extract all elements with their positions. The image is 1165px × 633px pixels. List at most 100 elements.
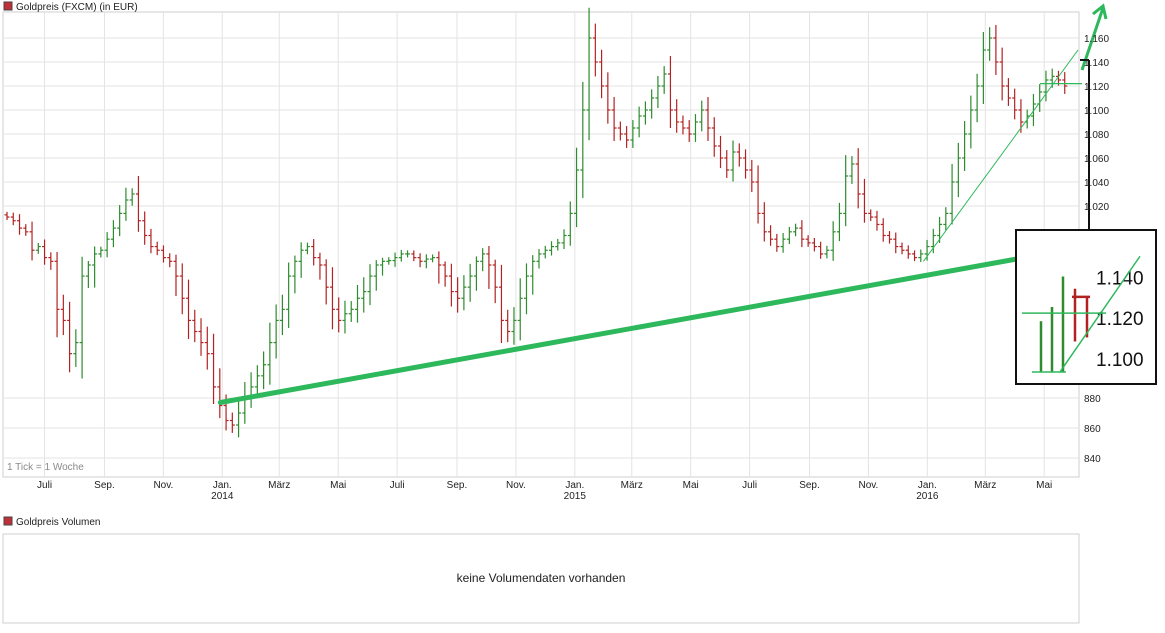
- ohlc-bar: [943, 207, 949, 231]
- zoom-y-tick-label: 1.140: [1096, 269, 1144, 290]
- ohlc-bar: [811, 238, 817, 252]
- ohlc-bar: [361, 277, 367, 313]
- ohlc-bar: [918, 249, 924, 263]
- ohlc-bar: [699, 100, 705, 132]
- price-panel: [2, 11, 1080, 478]
- ohlc-bar: [261, 351, 267, 390]
- ohlc-bar: [636, 106, 642, 138]
- ohlc-bar: [761, 202, 767, 242]
- x-tick-label: Jan.: [213, 480, 232, 491]
- ohlc-bar: [442, 261, 448, 287]
- ohlc-bar: [42, 239, 48, 265]
- ohlc-bar: [505, 309, 511, 343]
- ohlc-bar: [461, 275, 467, 311]
- ohlc-bar: [624, 126, 630, 148]
- y-tick-label: 1.060: [1084, 154, 1109, 165]
- ohlc-bar: [85, 261, 91, 289]
- y-tick-label: 1.120: [1084, 82, 1109, 93]
- ohlc-bar: [286, 262, 292, 328]
- x-tick-label: März: [974, 480, 996, 491]
- x-tick-label: Mai: [1036, 480, 1052, 491]
- ohlc-bar: [555, 238, 561, 251]
- y-tick-label: 1.080: [1084, 130, 1109, 141]
- ohlc-bar: [79, 256, 85, 379]
- ohlc-bar: [110, 220, 116, 248]
- y-tick-label: 860: [1084, 424, 1101, 435]
- ohlc-bar: [236, 400, 242, 438]
- ohlc-bar: [824, 245, 830, 259]
- y-tick-label: 840: [1084, 454, 1101, 465]
- ohlc-bar: [92, 246, 98, 288]
- ohlc-bar: [123, 187, 129, 221]
- ohlc-bar: [667, 56, 673, 128]
- x-tick-label: Jan.: [918, 480, 937, 491]
- ohlc-bar: [104, 232, 110, 258]
- ohlc-bar: [730, 140, 736, 182]
- x-tick-label: Mai: [330, 480, 346, 491]
- ohlc-bar: [354, 284, 360, 323]
- ohlc-bar: [254, 365, 260, 398]
- ohlc-bar: [48, 252, 54, 270]
- ohlc-bar: [999, 47, 1005, 101]
- ohlc-bar: [874, 210, 880, 231]
- volume-legend-swatch: [3, 516, 13, 526]
- ohlc-bar: [204, 326, 210, 370]
- ohlc-bar: [342, 300, 348, 334]
- ohlc-bar: [836, 202, 842, 242]
- ohlc-bar: [198, 318, 204, 356]
- ohlc-bar: [192, 309, 198, 343]
- zoom-y-tick-label: 1.120: [1096, 309, 1144, 330]
- ohlc-bar: [868, 209, 874, 222]
- ohlc-bar: [905, 245, 911, 259]
- ohlc-bar: [160, 245, 166, 263]
- ohlc-bar: [592, 23, 598, 77]
- ohlc-bar: [574, 147, 580, 228]
- ohlc-bar: [273, 304, 279, 359]
- x-tick-label: Sep.: [94, 480, 115, 491]
- ohlc-bar: [67, 301, 73, 373]
- price-legend-swatch: [3, 1, 13, 11]
- ohlc-bar: [148, 228, 154, 254]
- ohlc-bar: [649, 89, 655, 119]
- ohlc-bar: [661, 66, 667, 94]
- x-tick-year: 2015: [564, 491, 587, 502]
- ohlc-bar: [167, 253, 173, 268]
- volume-empty-message: keine Volumendaten vorhanden: [457, 571, 626, 585]
- ohlc-bar: [411, 250, 417, 262]
- ohlc-bar: [530, 255, 536, 295]
- ohlc-bar: [617, 121, 623, 141]
- ohlc-bar: [135, 176, 141, 232]
- ohlc-bar: [348, 301, 354, 323]
- y-tick-label: 1.040: [1084, 178, 1109, 189]
- zoom-trendline: [1059, 255, 1141, 373]
- ohlc-bar: [386, 257, 392, 265]
- ohlc-bar: [292, 255, 298, 294]
- ohlc-bar: [267, 322, 273, 385]
- ohlc-bar: [599, 49, 605, 99]
- ohlc-bar: [367, 264, 373, 306]
- ohlc-bar: [736, 143, 742, 167]
- ohlc-bar: [430, 254, 436, 263]
- ohlc-bar: [968, 95, 974, 149]
- y-tick-label: 1.160: [1084, 34, 1109, 45]
- ohlc-bar: [298, 242, 304, 278]
- ohlc-bar: [711, 117, 717, 157]
- x-tick-label: Sep.: [799, 480, 820, 491]
- x-tick-label: Juli: [390, 480, 405, 491]
- ohlc-bar: [749, 159, 755, 193]
- ohlc-bar: [54, 252, 60, 338]
- ohlc-bar: [930, 228, 936, 254]
- ohlc-bar: [718, 135, 724, 169]
- ohlc-bar: [843, 155, 849, 227]
- y-axis: 840 860 880 1.020 1.040 1.060 1.080 1.100 1.120 1…: [1084, 34, 1109, 465]
- ohlc-bar: [680, 115, 686, 135]
- y-tick-label: 1.140: [1084, 58, 1109, 69]
- ohlc-bar: [536, 249, 542, 269]
- ohlc-bar: [611, 97, 617, 141]
- zoom-y-tick-label: 1.100: [1096, 350, 1144, 371]
- x-tick-label: Sep.: [447, 480, 468, 491]
- ohlc-bar: [448, 263, 454, 307]
- ohlc-bar: [1005, 78, 1011, 106]
- ohlc-bar: [60, 294, 66, 336]
